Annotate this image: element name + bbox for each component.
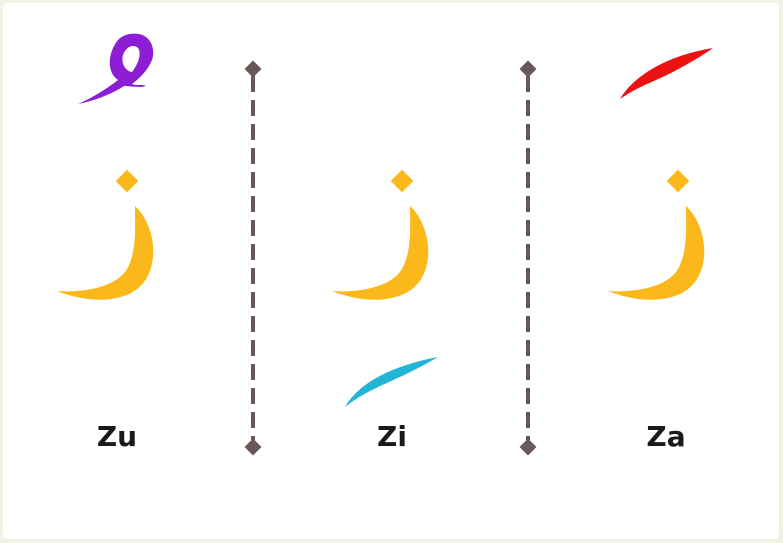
arabic-letter-zay-icon bbox=[57, 169, 154, 300]
divider-left bbox=[244, 60, 262, 456]
fathah-mark-icon bbox=[620, 48, 713, 99]
syllable-label-za: Za bbox=[646, 420, 686, 453]
kasrah-mark-icon bbox=[345, 357, 438, 407]
dhammah-mark-icon bbox=[78, 33, 154, 104]
divider-right bbox=[519, 60, 537, 456]
syllable-label-zi: Zi bbox=[377, 420, 407, 453]
arabic-letter-zay-icon bbox=[608, 169, 705, 300]
arabic-letter-zay-icon bbox=[332, 169, 429, 300]
syllable-label-zu: Zu bbox=[96, 420, 138, 453]
